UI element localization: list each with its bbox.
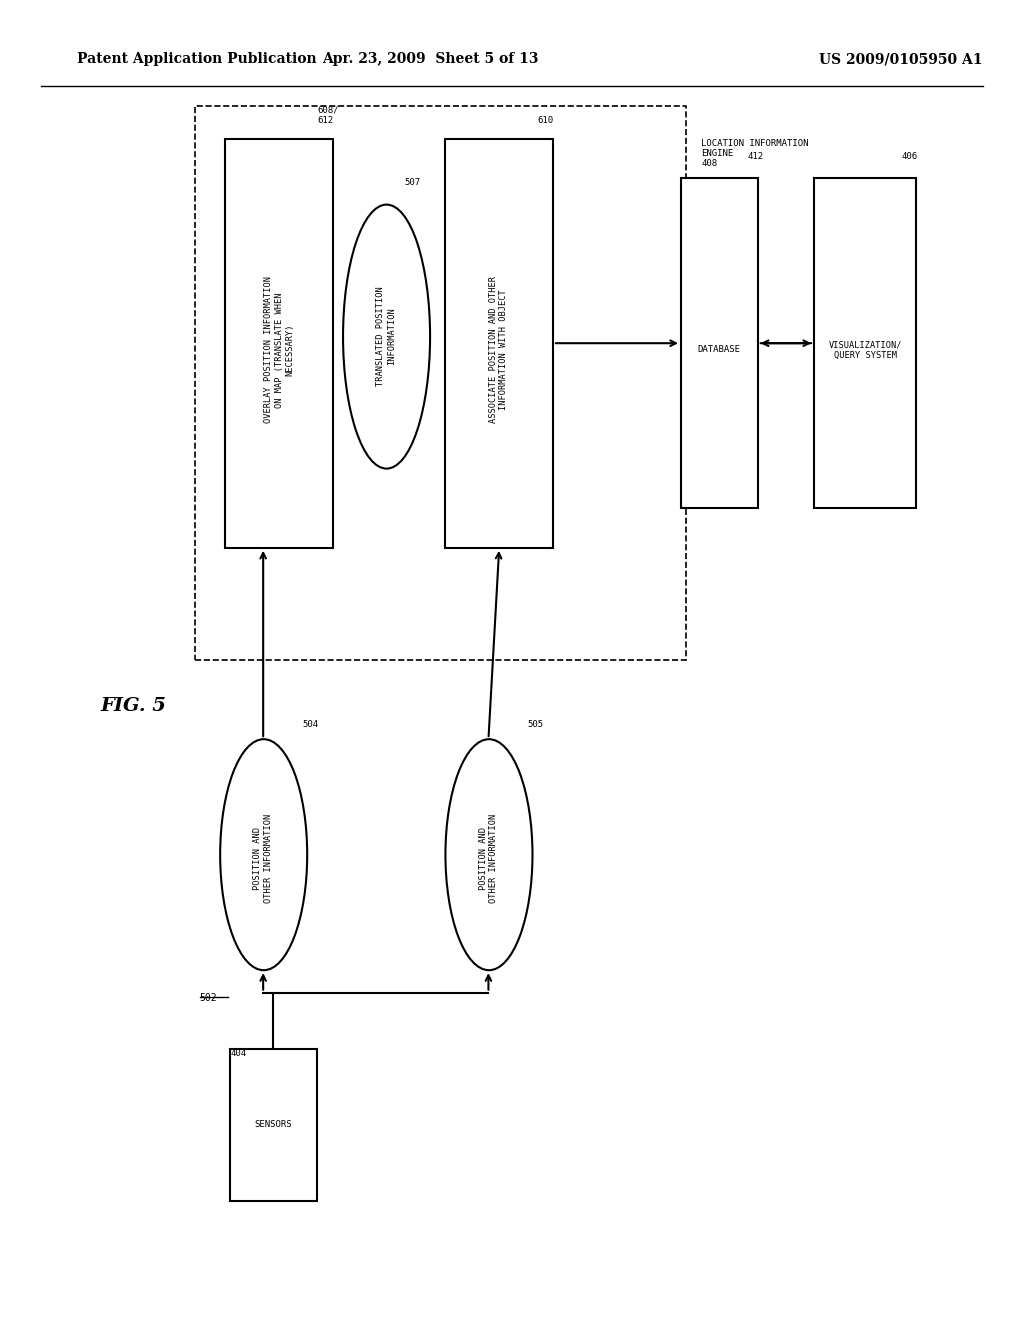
Bar [445, 139, 553, 548]
Text: LOCATION INFORMATION
ENGINE
408: LOCATION INFORMATION ENGINE 408 [701, 139, 809, 169]
Bar [814, 178, 916, 508]
Text: 502: 502 [200, 993, 217, 1003]
Text: POSITION AND
OTHER INFORMATION: POSITION AND OTHER INFORMATION [254, 813, 272, 903]
Text: 608/
612: 608/ 612 [317, 106, 339, 125]
Text: DATABASE: DATABASE [698, 346, 740, 354]
Text: 412: 412 [748, 152, 764, 161]
Ellipse shape [445, 739, 532, 970]
Text: 404: 404 [230, 1049, 247, 1059]
Ellipse shape [343, 205, 430, 469]
Text: Patent Application Publication: Patent Application Publication [77, 53, 316, 66]
Text: 406: 406 [901, 152, 918, 161]
Text: US 2009/0105950 A1: US 2009/0105950 A1 [819, 53, 983, 66]
Text: 505: 505 [527, 719, 544, 729]
Bar [225, 139, 333, 548]
Text: POSITION AND
OTHER INFORMATION: POSITION AND OTHER INFORMATION [479, 813, 498, 903]
Text: FIG. 5: FIG. 5 [100, 697, 166, 715]
Bar [230, 1049, 317, 1201]
Text: 504: 504 [302, 719, 318, 729]
Text: OVERLAY POSITION INFORMATION
ON MAP (TRANSLATE WHEN
NECESSARY): OVERLAY POSITION INFORMATION ON MAP (TRA… [264, 276, 294, 424]
Text: ASSOCIATE POSITION AND OTHER
INFORMATION WITH OBJECT: ASSOCIATE POSITION AND OTHER INFORMATION… [489, 276, 508, 424]
Text: TRANSLATED POSITION
INFORMATION: TRANSLATED POSITION INFORMATION [377, 286, 395, 387]
Bar [681, 178, 758, 508]
Text: 507: 507 [404, 178, 421, 187]
Ellipse shape [220, 739, 307, 970]
Bar [195, 106, 686, 660]
Text: Apr. 23, 2009  Sheet 5 of 13: Apr. 23, 2009 Sheet 5 of 13 [322, 53, 539, 66]
Text: SENSORS: SENSORS [255, 1121, 292, 1129]
Text: VISUALIZATION/
QUERY SYSTEM: VISUALIZATION/ QUERY SYSTEM [828, 341, 902, 359]
Text: 610: 610 [538, 116, 554, 125]
